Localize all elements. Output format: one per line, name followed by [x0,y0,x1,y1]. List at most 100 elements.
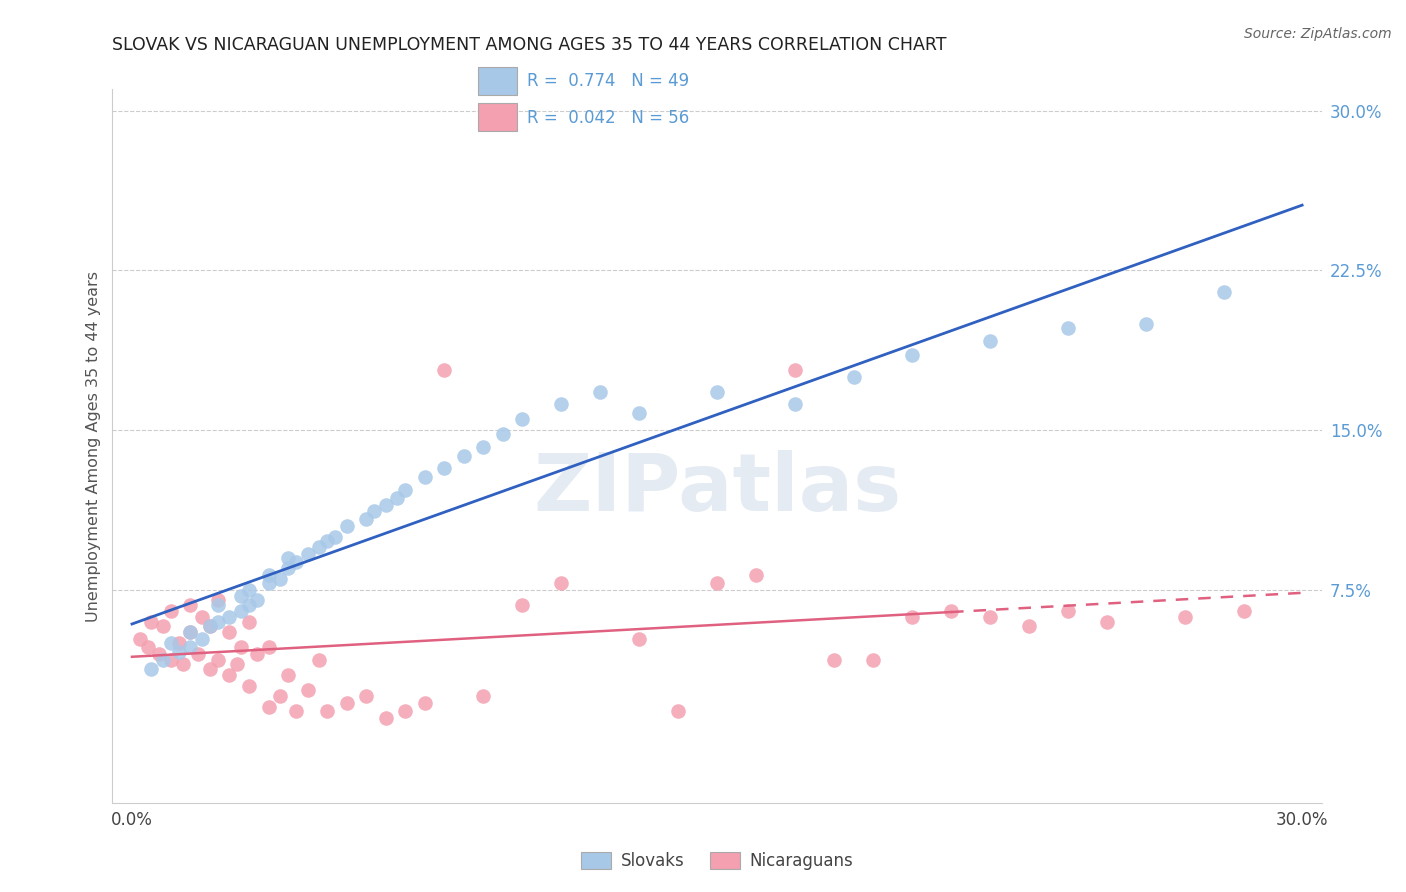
Point [413,696,436,710]
Point [979,334,1001,348]
Point [191,610,214,624]
Point [335,519,357,533]
Point [238,582,260,597]
Point [823,653,845,667]
Point [167,644,190,658]
Point [363,504,385,518]
Point [550,397,572,411]
Point [207,615,229,629]
Point [472,690,495,704]
Point [354,690,377,704]
Point [257,700,280,714]
Point [179,625,201,640]
Point [187,647,209,661]
Text: R =  0.042   N = 56: R = 0.042 N = 56 [527,109,689,127]
Point [510,598,533,612]
Point [901,349,924,363]
Point [491,427,513,442]
Point [207,653,229,667]
Point [394,483,416,497]
Point [374,710,396,724]
Point [257,640,280,655]
Point [628,632,651,646]
Point [297,547,319,561]
Point [745,567,768,582]
Point [842,369,865,384]
Point [589,384,612,399]
Point [160,604,183,618]
Point [413,470,436,484]
Point [277,668,299,682]
Point [231,640,253,655]
Point [1233,604,1256,618]
Point [1135,317,1157,331]
Point [207,598,229,612]
Point [141,662,163,676]
Point [198,662,221,676]
Point [191,632,214,646]
Point [160,636,183,650]
Point [226,657,249,672]
FancyBboxPatch shape [478,67,517,95]
Point [218,668,240,682]
Point [277,550,299,565]
Point [179,625,201,640]
Point [979,610,1001,624]
Point [510,412,533,426]
Point [179,598,201,612]
Point [257,567,280,582]
Point [128,632,150,646]
Point [783,363,806,377]
Point [198,619,221,633]
Point [1057,604,1080,618]
Point [308,653,330,667]
Point [269,572,291,586]
Point [323,529,346,543]
Point [231,589,253,603]
Point [666,704,689,718]
Point [277,561,299,575]
Legend: Slovaks, Nicaraguans: Slovaks, Nicaraguans [574,845,860,877]
Point [308,540,330,554]
Point [316,704,339,718]
Point [387,491,409,506]
Point [136,640,159,655]
Point [316,533,339,548]
Y-axis label: Unemployment Among Ages 35 to 44 years: Unemployment Among Ages 35 to 44 years [86,270,101,622]
Point [284,704,307,718]
Point [238,615,260,629]
Point [628,406,651,420]
Text: R =  0.774   N = 49: R = 0.774 N = 49 [527,72,689,90]
Point [706,384,728,399]
Point [862,653,884,667]
Text: Source: ZipAtlas.com: Source: ZipAtlas.com [1244,27,1392,41]
Point [1213,285,1236,299]
Point [246,593,269,607]
Point [152,619,174,633]
Point [257,576,280,591]
Point [550,576,572,591]
Point [218,610,240,624]
Point [284,555,307,569]
Point [246,647,269,661]
Point [394,704,416,718]
Point [172,657,194,672]
Point [939,604,962,618]
FancyBboxPatch shape [478,103,517,131]
Point [354,512,377,526]
Point [179,640,201,655]
Point [706,576,728,591]
Point [1174,610,1197,624]
Point [433,363,456,377]
Point [152,653,174,667]
Point [167,636,190,650]
Point [783,397,806,411]
Point [901,610,924,624]
Point [1095,615,1118,629]
Point [141,615,163,629]
Point [1018,619,1040,633]
Point [453,449,475,463]
Point [472,440,495,454]
Text: ZIPatlas: ZIPatlas [533,450,901,528]
Point [269,690,291,704]
